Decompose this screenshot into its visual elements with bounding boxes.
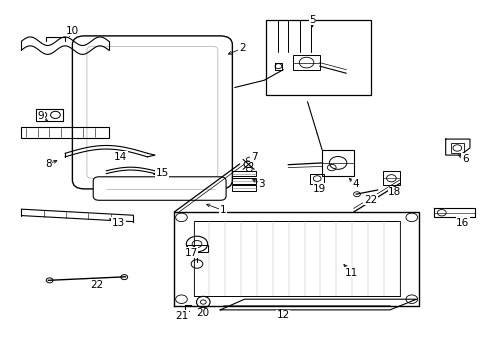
Text: 11: 11 bbox=[344, 267, 357, 278]
Text: 8: 8 bbox=[45, 159, 51, 169]
Bar bbox=[382, 171, 399, 185]
Text: 22: 22 bbox=[363, 194, 376, 204]
Text: 12: 12 bbox=[276, 310, 289, 320]
Text: 6: 6 bbox=[461, 154, 468, 164]
Text: 16: 16 bbox=[455, 218, 468, 228]
Bar bbox=[309, 174, 324, 184]
Text: 19: 19 bbox=[312, 184, 325, 194]
Text: 22: 22 bbox=[90, 280, 103, 290]
FancyBboxPatch shape bbox=[93, 177, 225, 200]
Bar bbox=[232, 171, 255, 176]
Text: 13: 13 bbox=[112, 218, 125, 228]
Text: 18: 18 bbox=[387, 188, 401, 197]
Bar bbox=[292, 55, 319, 70]
Text: 7: 7 bbox=[250, 152, 257, 162]
Bar bbox=[266, 20, 370, 95]
Text: 3: 3 bbox=[258, 179, 264, 189]
Bar bbox=[21, 127, 108, 138]
Bar bbox=[232, 185, 255, 191]
Text: 15: 15 bbox=[155, 168, 168, 178]
Text: 21: 21 bbox=[175, 311, 188, 321]
Text: 2: 2 bbox=[238, 43, 245, 53]
Bar bbox=[187, 245, 207, 252]
Text: 14: 14 bbox=[114, 152, 127, 162]
Text: 4: 4 bbox=[352, 179, 359, 189]
Text: 17: 17 bbox=[184, 248, 197, 258]
Text: 5: 5 bbox=[308, 15, 315, 25]
Bar bbox=[449, 143, 463, 153]
Text: 20: 20 bbox=[196, 309, 209, 319]
Bar bbox=[322, 150, 353, 176]
Text: 1: 1 bbox=[219, 205, 225, 215]
Text: 10: 10 bbox=[66, 26, 79, 36]
Bar bbox=[36, 109, 62, 121]
Text: 9: 9 bbox=[38, 111, 44, 121]
FancyBboxPatch shape bbox=[72, 36, 232, 189]
Bar bbox=[232, 178, 255, 184]
